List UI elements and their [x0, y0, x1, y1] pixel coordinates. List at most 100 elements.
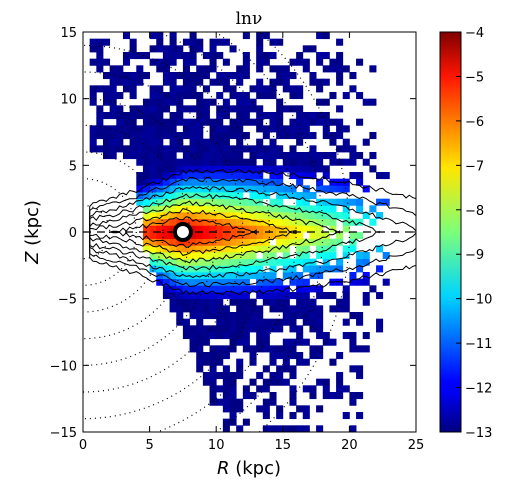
heatmap-cell: [262, 125, 270, 133]
heatmap-cell: [349, 278, 357, 286]
heatmap-cell: [189, 292, 197, 300]
heatmap-cell: [162, 72, 170, 80]
heatmap-cell: [109, 78, 117, 86]
heatmap-cell: [276, 205, 284, 213]
heatmap-cell: [222, 105, 230, 113]
heatmap-cell: [269, 272, 277, 280]
heatmap-cell: [189, 218, 197, 226]
heatmap-cell: [216, 292, 224, 300]
heatmap-cell: [222, 265, 230, 273]
heatmap-cell: [122, 78, 131, 86]
heatmap-cell: [249, 285, 257, 293]
heatmap-cell: [342, 318, 350, 326]
heatmap-cell: [189, 165, 197, 173]
heatmap-cell: [109, 138, 117, 146]
heatmap-cell: [276, 198, 284, 206]
heatmap-cell: [162, 232, 170, 240]
heatmap-cell: [242, 232, 250, 240]
heatmap-cell: [196, 198, 204, 206]
heatmap-cell: [202, 85, 210, 93]
heatmap-cell: [369, 152, 377, 160]
heatmap-cell: [162, 145, 170, 153]
heatmap-cell: [269, 125, 277, 133]
heatmap-cell: [129, 145, 137, 153]
heatmap-cell: [236, 72, 244, 80]
heatmap-cell: [236, 245, 244, 253]
heatmap-cell: [256, 385, 264, 393]
heatmap-cell: [209, 145, 217, 153]
heatmap-cell: [289, 265, 297, 273]
heatmap-cell: [316, 305, 324, 313]
heatmap-cell: [309, 132, 317, 140]
heatmap-cell: [216, 218, 224, 226]
heatmap-cell: [149, 198, 157, 206]
heatmap-cell: [229, 85, 237, 93]
colorbar-tick-label: −7: [465, 159, 484, 174]
heatmap-cell: [329, 252, 337, 260]
heatmap-cell: [356, 278, 364, 286]
heatmap-cell: [182, 332, 190, 340]
heatmap-cell: [102, 92, 111, 100]
heatmap-cell: [209, 358, 217, 366]
heatmap-cell: [282, 425, 290, 432]
heatmap-cell: [142, 218, 150, 226]
heatmap-cell: [189, 45, 197, 53]
heatmap-cell: [296, 112, 304, 120]
heatmap-cell: [196, 325, 204, 333]
heatmap-cell: [276, 298, 284, 306]
heatmap-cell: [96, 118, 104, 126]
heatmap-cell: [189, 245, 197, 253]
heatmap-cell: [262, 318, 270, 326]
heatmap-cell: [156, 205, 164, 213]
contour-line: [89, 176, 416, 288]
heatmap-cell: [176, 245, 184, 253]
heatmap-cell: [269, 78, 277, 86]
heatmap-cell: [236, 338, 244, 346]
heatmap-cell: [202, 312, 210, 320]
heatmap-cell: [222, 165, 230, 173]
heatmap-cell: [282, 352, 290, 360]
heatmap-cell: [216, 372, 224, 380]
heatmap-cell: [296, 292, 304, 300]
heatmap-cell: [222, 98, 230, 106]
heatmap-cell: [322, 198, 330, 206]
heatmap-cell: [229, 412, 237, 420]
heatmap-cell: [222, 305, 230, 313]
heatmap-cell: [156, 172, 164, 180]
heatmap-cell: [189, 232, 197, 240]
heatmap-cell: [322, 185, 330, 193]
heatmap-cell: [336, 78, 344, 86]
heatmap-cell: [209, 385, 217, 393]
heatmap-cell: [169, 218, 177, 226]
x-axis-label: R (kpc): [217, 458, 281, 479]
heatmap-cell: [209, 272, 217, 280]
heatmap-cell: [249, 318, 257, 326]
heatmap-cell: [216, 332, 224, 340]
heatmap-cell: [162, 205, 170, 213]
heatmap-cell: [222, 112, 230, 120]
heatmap-cell: [102, 138, 111, 146]
heatmap-cell: [282, 192, 290, 200]
heatmap-cell: [202, 298, 210, 306]
heatmap-cell: [316, 425, 324, 432]
heatmap-cell: [362, 212, 370, 220]
heatmap-cell: [189, 205, 197, 213]
heatmap-cell: [169, 298, 177, 306]
heatmap-cell: [296, 198, 304, 206]
heatmap-cell: [242, 218, 250, 226]
heatmap-cell: [209, 205, 217, 213]
heatmap-cell: [329, 245, 337, 253]
heatmap-cell: [242, 278, 250, 286]
heatmap-cell: [129, 85, 137, 93]
heatmap-cell: [222, 392, 230, 400]
heatmap-cell: [362, 158, 370, 166]
heatmap-cell: [162, 98, 170, 106]
heatmap-cell: [182, 38, 190, 46]
heatmap-cell: [142, 172, 150, 180]
heatmap-cell: [256, 285, 264, 293]
heatmap-cell: [202, 165, 210, 173]
heatmap-cell: [196, 252, 204, 260]
heatmap-cell: [289, 345, 297, 353]
heatmap-cell: [102, 58, 111, 66]
heatmap-cell: [249, 252, 257, 260]
